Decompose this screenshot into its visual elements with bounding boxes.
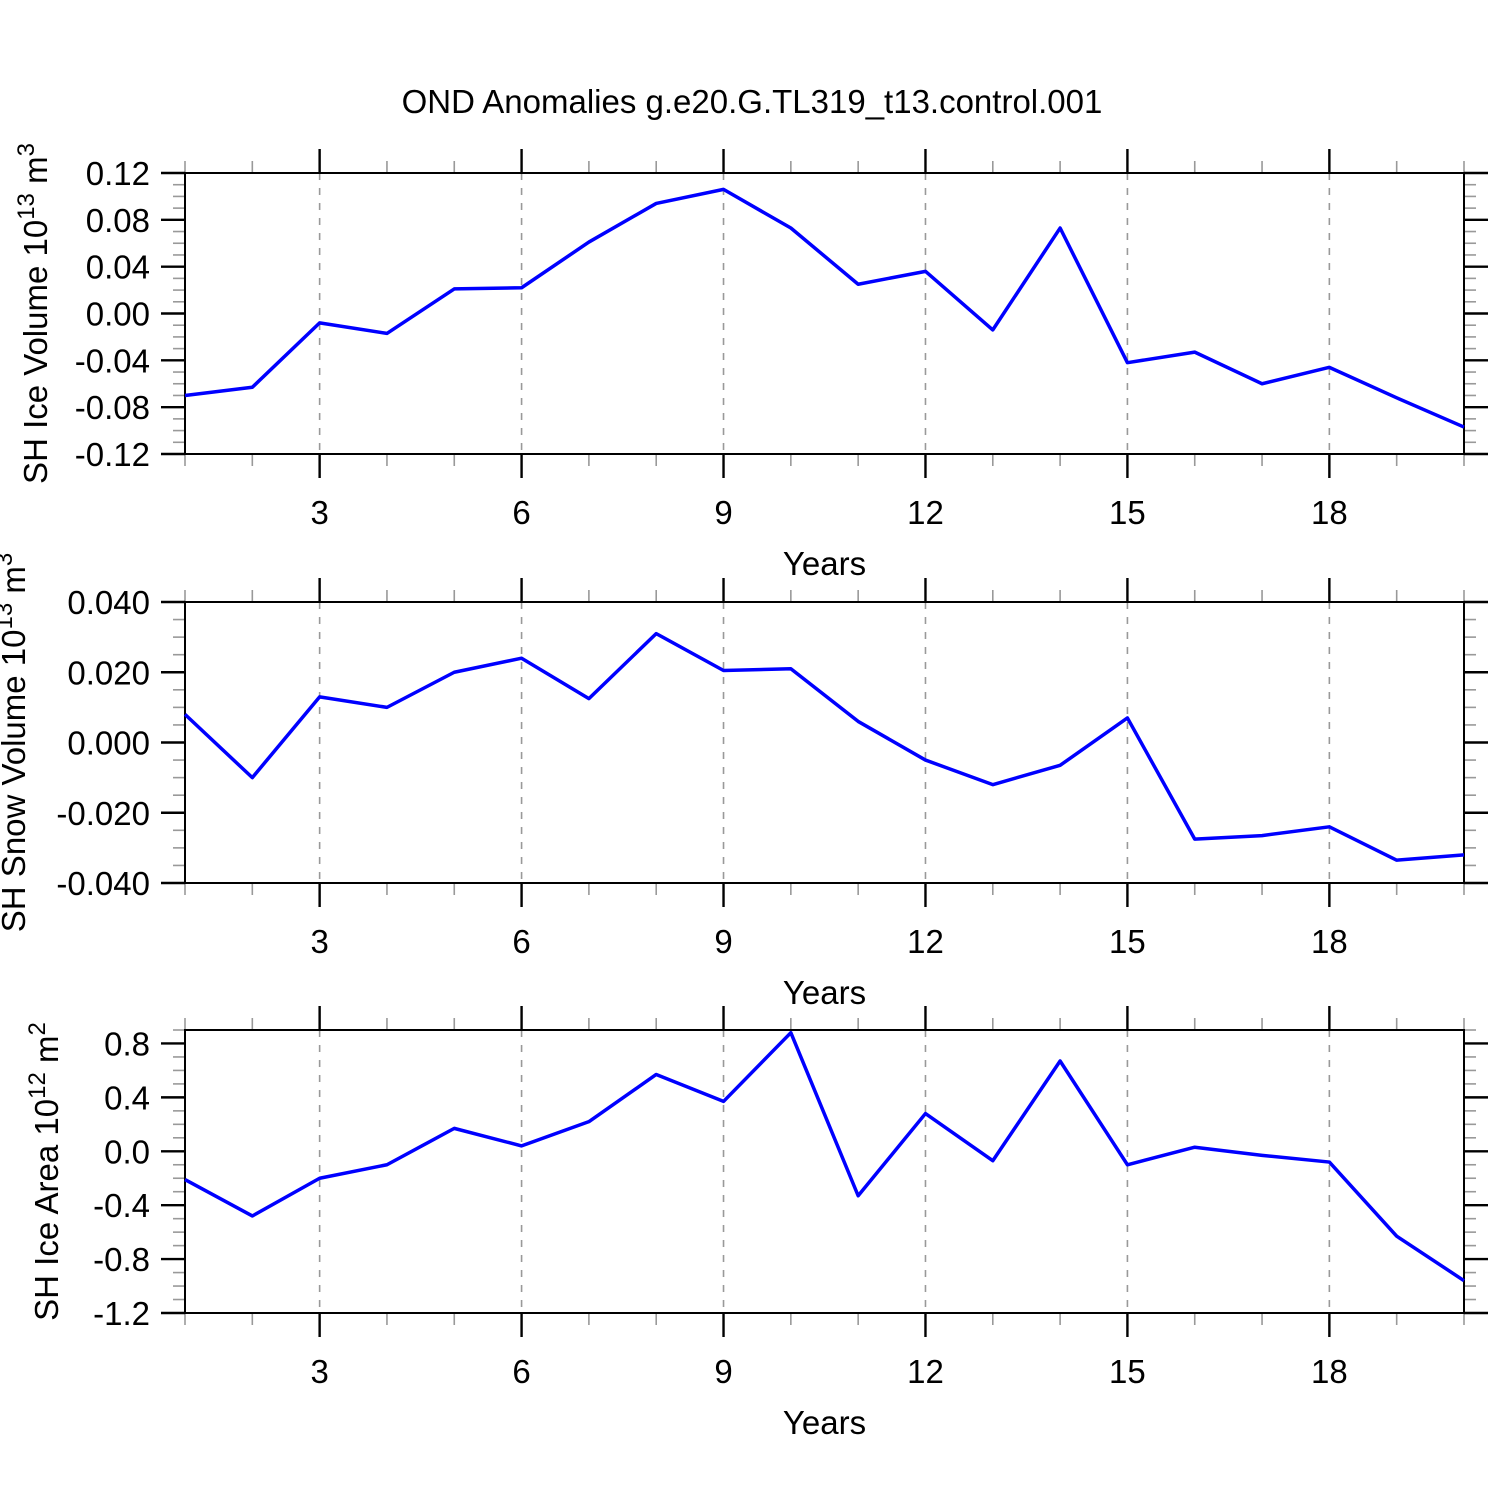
x-tick-label: 6 xyxy=(512,1353,530,1390)
x-axis-title: Years xyxy=(783,545,866,582)
x-tick-label: 3 xyxy=(310,1353,328,1390)
y-axis-title-text: m xyxy=(28,1036,65,1073)
y-tick-label: 0.4 xyxy=(104,1079,150,1116)
y-tick-label: 0.8 xyxy=(104,1025,150,1062)
y-tick-label: -0.020 xyxy=(56,795,150,832)
x-tick-label: 3 xyxy=(310,494,328,531)
data-line-sh-ice-volume xyxy=(184,187,1465,429)
x-tick-label: 15 xyxy=(1109,494,1146,531)
y-tick-label: 0.0 xyxy=(104,1133,150,1170)
x-tick-label: 6 xyxy=(512,923,530,960)
y-axis-title-text: m xyxy=(17,156,54,193)
y-tick-label: 0.08 xyxy=(86,202,150,239)
x-tick-label: 3 xyxy=(310,923,328,960)
y-axis-title: SH Ice Area 1012 m2 xyxy=(24,1022,65,1321)
y-tick-label: 0.020 xyxy=(67,654,150,691)
plot-box xyxy=(184,1029,1465,1314)
x-tick-label: 12 xyxy=(907,1353,944,1390)
x-tick-label: 18 xyxy=(1311,494,1348,531)
y-axis-title-text: SH Ice Volume 10 xyxy=(17,220,54,484)
chart-sh-ice-area: 0.8 0.4 0.0 -0.4 -0.8 -1.2 3 6 9 12 15 18 Years SH Ic… xyxy=(24,1006,1488,1441)
x-tick-label: 15 xyxy=(1109,1353,1146,1390)
x-tick-label: 15 xyxy=(1109,923,1146,960)
plot-box xyxy=(184,601,1465,884)
x-tick-label: 18 xyxy=(1311,1353,1348,1390)
x-tick-label: 12 xyxy=(907,923,944,960)
y-axis-title-superscript: 12 xyxy=(24,1072,51,1099)
data-line-sh-ice-area xyxy=(184,1030,1465,1283)
y-tick-label: 0.000 xyxy=(67,725,150,762)
y-axis-title-text: SH Ice Area 10 xyxy=(28,1099,65,1321)
y-tick-label: -0.4 xyxy=(93,1187,150,1224)
plot-box xyxy=(184,172,1465,455)
chart-sh-snow-volume: 0.040 0.020 0.000 -0.020 -0.040 3 6 9 12 15 18 Year… xyxy=(0,553,1488,1011)
y-tick-label: 0.040 xyxy=(67,584,150,621)
y-axis-title-superscript: 3 xyxy=(0,553,18,566)
y-axis-title-superscript: 13 xyxy=(13,193,40,220)
y-tick-label: -1.2 xyxy=(93,1295,150,1332)
y-axis-title-superscript: 2 xyxy=(24,1022,51,1035)
y-tick-label: -0.04 xyxy=(75,342,150,379)
x-axis-title: Years xyxy=(783,974,866,1011)
y-tick-label: -0.8 xyxy=(93,1241,150,1278)
chart-sh-ice-volume: 0.12 0.08 0.04 0.00 -0.04 -0.08 -0.12 3 6 9 12 15 18… xyxy=(13,143,1488,582)
x-tick-label: 18 xyxy=(1311,923,1348,960)
y-axis-title-text: m xyxy=(0,566,32,603)
figure-title: OND Anomalies g.e20.G.TL319_t13.control.… xyxy=(402,83,1103,120)
y-tick-label: 0.04 xyxy=(86,249,150,286)
y-axis-title: SH Ice Volume 1013 m3 xyxy=(13,143,54,484)
x-tick-label: 12 xyxy=(907,494,944,531)
y-tick-label: -0.040 xyxy=(56,865,150,902)
y-axis-title: SH Snow Volume 1013 m3 xyxy=(0,553,32,932)
x-tick-label: 9 xyxy=(714,923,732,960)
y-tick-label: -0.12 xyxy=(75,436,150,473)
x-tick-label: 9 xyxy=(714,1353,732,1390)
y-tick-label: -0.08 xyxy=(75,389,150,426)
x-axis-title: Years xyxy=(783,1404,866,1441)
y-axis-title-superscript: 3 xyxy=(13,143,40,156)
y-tick-label: 0.12 xyxy=(86,155,150,192)
y-axis-title-superscript: 13 xyxy=(0,603,18,630)
y-axis-title-text: SH Snow Volume 10 xyxy=(0,630,32,933)
x-tick-label: 6 xyxy=(512,494,530,531)
data-line-sh-snow-volume xyxy=(183,631,1465,862)
y-tick-label: 0.00 xyxy=(86,296,150,333)
x-tick-label: 9 xyxy=(714,494,732,531)
